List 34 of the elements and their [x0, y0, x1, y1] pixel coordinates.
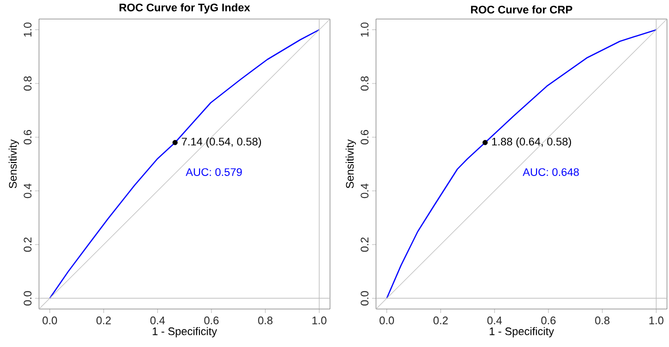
x-tick-label: 0.8	[258, 316, 272, 324]
x-tick-label: 0.4	[150, 316, 165, 324]
y-tick-label: 0.6	[360, 130, 368, 144]
x-tick-label: 0.0	[380, 316, 394, 324]
x-tick-label: 0.2	[96, 316, 111, 324]
y-axis-title: Sensitivity	[346, 139, 356, 188]
y-tick-label: 0.4	[24, 184, 32, 198]
y-tick-label: 0.2	[24, 238, 32, 252]
annotation: AUC: 0.648	[522, 168, 579, 176]
x-tick-label: 0.6	[204, 316, 219, 324]
annotation: AUC: 0.579	[186, 168, 242, 176]
y-axis-title: Sensitivity	[8, 139, 19, 188]
y-tick-label: 0.0	[360, 291, 368, 306]
y-tick-label: 0.2	[360, 238, 368, 252]
x-axis-title: 1 - Specificity	[152, 327, 218, 338]
y-tick-label: 0.8	[360, 76, 368, 91]
x-axis-title: 1 - Specificity	[490, 327, 554, 338]
chart-title: ROC Curve for CRP	[471, 5, 572, 14]
y-tick-label: 0.0	[24, 291, 32, 306]
chart-title: ROC Curve for TyG Index	[120, 3, 250, 14]
annotation: 1.88 (0.64, 0.58)	[492, 137, 572, 148]
y-tick-label: 0.8	[24, 76, 32, 91]
x-tick-label: 1.0	[312, 316, 326, 324]
x-tick-label: 0.8	[595, 316, 610, 324]
x-tick-label: 1.0	[649, 316, 664, 324]
annotation: 7.14 (0.54, 0.58)	[182, 137, 261, 148]
x-tick-label: 0.2	[433, 316, 448, 324]
x-tick-label: 0.4	[487, 316, 502, 324]
x-tick-label: 0.6	[541, 316, 556, 324]
x-tick-label: 0.0	[42, 316, 57, 324]
y-tick-label: 1.0	[24, 22, 32, 37]
y-tick-label: 0.6	[24, 130, 32, 144]
y-tick-label: 0.4	[360, 184, 368, 198]
y-tick-label: 1.0	[360, 22, 368, 37]
